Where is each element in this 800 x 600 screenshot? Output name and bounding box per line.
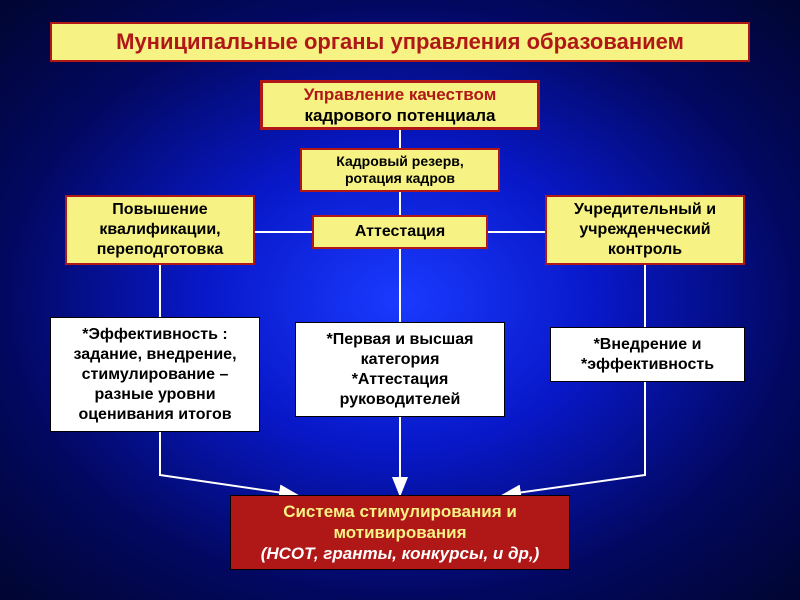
professional-dev-box: Повышение квалификации, переподготовка [65, 195, 255, 265]
stim-line3: (НСОТ, гранты, конкурсы, и др,) [261, 543, 540, 564]
impl-line1: *Внедрение и [594, 335, 702, 355]
reserve-line2: ротация кадров [345, 170, 455, 188]
implementation-box: *Внедрение и *эффективность [550, 327, 745, 382]
quality-line2: кадрового потенциала [305, 105, 496, 126]
reserve-box: Кадровый резерв, ротация кадров [300, 148, 500, 192]
attestation-text: Аттестация [355, 222, 445, 242]
effect-line3: стимулирование – [82, 365, 229, 385]
profdev-line1: Повышение [112, 200, 207, 220]
category-box: *Первая и высшая категория *Аттестация р… [295, 322, 505, 417]
cat-line1: *Первая и высшая [327, 330, 474, 350]
effectiveness-box: *Эффективность : задание, внедрение, сти… [50, 317, 260, 432]
stim-line2: мотивирования [333, 522, 466, 543]
cat-line2: категория [361, 350, 440, 370]
stim-line1: Система стимулирования и [283, 501, 517, 522]
reserve-line1: Кадровый резерв, [336, 153, 464, 171]
quality-line1: Управление качеством [304, 84, 497, 105]
control-line2: учрежденческий [579, 220, 710, 240]
cat-line3: *Аттестация [352, 370, 449, 390]
attestation-box: Аттестация [312, 215, 488, 249]
control-line1: Учредительный и [574, 200, 716, 220]
cat-line4: руководителей [340, 390, 461, 410]
effect-line2: задание, внедрение, [73, 345, 236, 365]
stimulation-box: Система стимулирования и мотивирования (… [230, 495, 570, 570]
profdev-line3: переподготовка [97, 240, 224, 260]
effect-line5: оценивания итогов [78, 405, 231, 425]
effect-line4: разные уровни [94, 385, 215, 405]
profdev-line2: квалификации, [99, 220, 220, 240]
control-line3: контроль [608, 240, 682, 260]
effect-line1: *Эффективность : [82, 325, 227, 345]
quality-mgmt-box: Управление качеством кадрового потенциал… [260, 80, 540, 130]
title-text: Муниципальные органы управления образова… [116, 28, 684, 56]
title-box: Муниципальные органы управления образова… [50, 22, 750, 62]
impl-line2: *эффективность [581, 355, 714, 375]
control-box: Учредительный и учрежденческий контроль [545, 195, 745, 265]
